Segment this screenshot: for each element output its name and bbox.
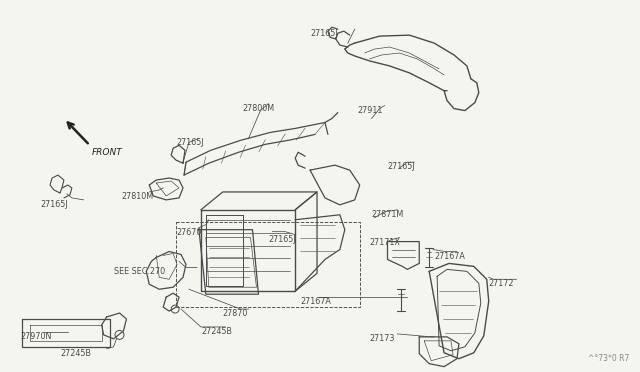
Text: 27165J: 27165J [40,200,68,209]
Text: 27871M: 27871M [372,210,404,219]
Text: 27167A: 27167A [434,251,465,260]
Text: 27167A: 27167A [300,297,331,306]
Text: 27245B: 27245B [60,349,91,358]
Text: 27800M: 27800M [243,104,275,113]
Text: 27911: 27911 [358,106,383,115]
Text: 27173: 27173 [370,334,395,343]
Text: 27970N: 27970N [20,332,52,341]
Text: 27670: 27670 [176,228,202,237]
Text: 27165J: 27165J [310,29,338,38]
Text: 27165J: 27165J [268,235,296,244]
Text: 27870: 27870 [223,309,248,318]
Text: SEE SEC.270: SEE SEC.270 [113,267,164,276]
Text: 27810M: 27810M [122,192,154,201]
Text: 27172: 27172 [489,279,514,288]
Text: 27165J: 27165J [387,162,415,171]
Text: ^°73*0 R7: ^°73*0 R7 [588,354,630,363]
Text: FRONT: FRONT [92,148,122,157]
Text: 27245B: 27245B [201,327,232,336]
Text: 27171X: 27171X [370,238,401,247]
Text: 27165J: 27165J [176,138,204,147]
